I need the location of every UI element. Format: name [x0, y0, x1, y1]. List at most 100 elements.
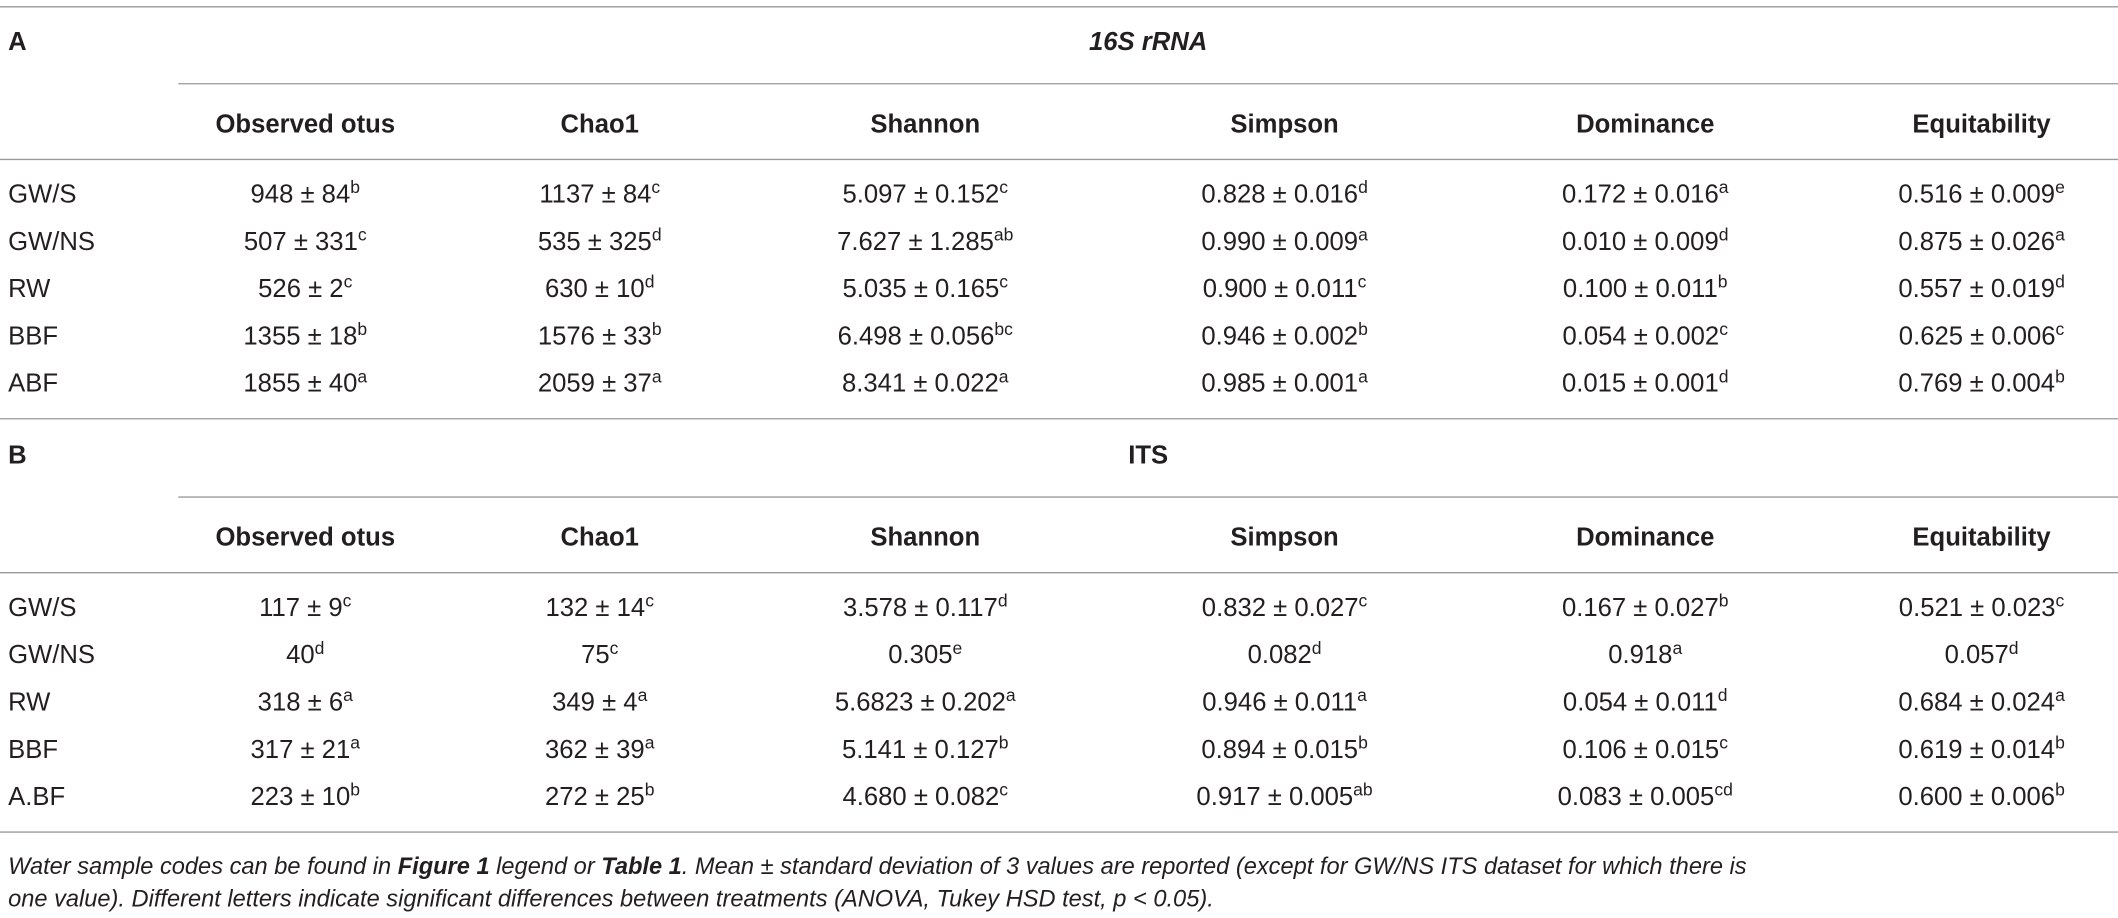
table-cell: 1355 ± 18b: [243, 319, 367, 350]
cell-value: 0.172 ± 0.016: [1562, 181, 1719, 209]
table-cell: 362 ± 39a: [545, 732, 655, 763]
cell-superscript: b: [2055, 780, 2065, 800]
table-cell: 0.832 ± 0.027c: [1202, 591, 1368, 622]
cell-superscript: c: [1719, 732, 1728, 752]
table-cell: 0.875 ± 0.026a: [1898, 224, 2065, 255]
table-cell: 1855 ± 40a: [243, 366, 367, 397]
cell-superscript: a: [1358, 366, 1368, 386]
cell-superscript: c: [651, 177, 660, 197]
cell-value: 2059 ± 37: [538, 370, 652, 398]
column-header: Observed otus: [215, 524, 395, 552]
table-cell: 318 ± 6a: [258, 685, 353, 716]
cell-value: 0.625 ± 0.006: [1899, 322, 2056, 350]
row-label: RW: [8, 275, 51, 303]
table-cell: 40d: [286, 638, 324, 669]
table-cell: 0.305e: [888, 638, 962, 669]
table-cell: 0.600 ± 0.006b: [1898, 780, 2065, 811]
cell-value: 0.057: [1945, 641, 2009, 669]
cell-superscript: a: [1357, 685, 1367, 705]
table-cell: 75c: [581, 638, 619, 669]
row-label: RW: [8, 689, 51, 717]
table-cell: 0.015 ± 0.001d: [1562, 366, 1729, 397]
footnote-text: one value). Different letters indicate s…: [8, 886, 1214, 912]
cell-value: 318 ± 6: [258, 689, 343, 717]
footnote-line-2: one value). Different letters indicate s…: [8, 886, 1214, 912]
cell-value: 0.832 ± 0.027: [1202, 594, 1359, 622]
table-cell: 6.498 ± 0.056bc: [838, 319, 1014, 350]
table-cell: 535 ± 325d: [538, 224, 662, 255]
cell-superscript: a: [645, 732, 655, 752]
table-cell: 507 ± 331c: [244, 224, 367, 255]
table-cell: 0.900 ± 0.011c: [1203, 272, 1367, 303]
cell-value: 5.141 ± 0.127: [842, 736, 999, 764]
cell-value: 7.627 ± 1.285: [837, 228, 994, 256]
cell-superscript: b: [1719, 591, 1729, 611]
cell-value: 0.015 ± 0.001: [1562, 370, 1719, 398]
table-cell: 223 ± 10b: [251, 780, 361, 811]
cell-value: 0.769 ± 0.004: [1898, 370, 2055, 398]
table-cell: 0.054 ± 0.011d: [1563, 685, 1728, 716]
cell-value: 535 ± 325: [538, 228, 652, 256]
column-header: Observed otus: [215, 110, 395, 138]
cell-superscript: c: [2056, 591, 2065, 611]
cell-superscript: b: [357, 319, 367, 339]
table-cell: 0.557 ± 0.019d: [1898, 272, 2065, 303]
cell-value: 117 ± 9: [259, 594, 343, 622]
row-label: BBF: [8, 322, 58, 350]
cell-superscript: a: [652, 366, 662, 386]
cell-superscript: a: [357, 366, 367, 386]
cell-superscript: a: [1006, 685, 1016, 705]
table-cell: 0.917 ± 0.005ab: [1196, 780, 1373, 811]
table-cell: 630 ± 10d: [545, 272, 654, 303]
table-cell: 272 ± 25b: [545, 780, 655, 811]
table-cell: 7.627 ± 1.285ab: [837, 224, 1014, 255]
table-cell: 5.097 ± 0.152c: [843, 177, 1009, 208]
cell-value: 0.010 ± 0.009: [1562, 228, 1719, 256]
cell-superscript: c: [1358, 272, 1367, 292]
cell-superscript: c: [344, 272, 353, 292]
table-cell: 948 ± 84b: [251, 177, 361, 208]
column-header: Shannon: [870, 524, 980, 552]
table-cell: 0.083 ± 0.005cd: [1558, 780, 1733, 811]
cell-superscript: a: [1358, 224, 1368, 244]
table-cell: 0.828 ± 0.016d: [1201, 177, 1368, 208]
cell-value: 0.917 ± 0.005: [1196, 783, 1353, 811]
column-header: Equitability: [1912, 110, 2051, 138]
cell-superscript: a: [1672, 638, 1682, 658]
cell-value: 5.097 ± 0.152: [843, 181, 1000, 209]
table-cell: 0.619 ± 0.014b: [1898, 732, 2065, 763]
table-cell: 0.106 ± 0.015c: [1562, 732, 1728, 763]
table-cell: 0.769 ± 0.004b: [1898, 366, 2065, 397]
table-cell: 0.985 ± 0.001a: [1201, 366, 1368, 397]
cell-value: 272 ± 25: [545, 783, 645, 811]
cell-value: 0.054 ± 0.002: [1562, 322, 1719, 350]
column-header: Simpson: [1230, 524, 1338, 552]
cell-value: 0.600 ± 0.006: [1898, 783, 2055, 811]
cell-superscript: c: [2056, 319, 2065, 339]
table-cell: 5.035 ± 0.165c: [843, 272, 1009, 303]
cell-superscript: c: [999, 272, 1008, 292]
table-cell: 5.141 ± 0.127b: [842, 732, 1009, 763]
cell-superscript: bc: [994, 319, 1013, 339]
row-label: ABF: [8, 370, 58, 398]
row-label: GW/S: [8, 181, 76, 209]
cell-value: 1137 ± 84: [539, 181, 651, 209]
cell-superscript: b: [1358, 319, 1368, 339]
cell-superscript: e: [953, 638, 963, 658]
table-cell: 0.054 ± 0.002c: [1562, 319, 1728, 350]
cell-value: 0.875 ± 0.026: [1898, 228, 2055, 256]
cell-superscript: b: [350, 780, 360, 800]
cell-value: 5.6823 ± 0.202: [835, 689, 1006, 717]
cell-superscript: c: [343, 591, 352, 611]
table-cell: 0.625 ± 0.006c: [1899, 319, 2065, 350]
column-header: Shannon: [870, 110, 980, 138]
cell-superscript: d: [1312, 638, 1322, 658]
table-cell: 1576 ± 33b: [538, 319, 662, 350]
cell-value: 0.521 ± 0.023: [1899, 594, 2056, 622]
cell-value: 3.578 ± 0.117: [843, 594, 998, 622]
cell-value: 948 ± 84: [251, 181, 351, 209]
row-label: A.BF: [8, 783, 65, 811]
cell-value: 0.054 ± 0.011: [1563, 689, 1718, 717]
cell-superscript: d: [2055, 272, 2065, 292]
